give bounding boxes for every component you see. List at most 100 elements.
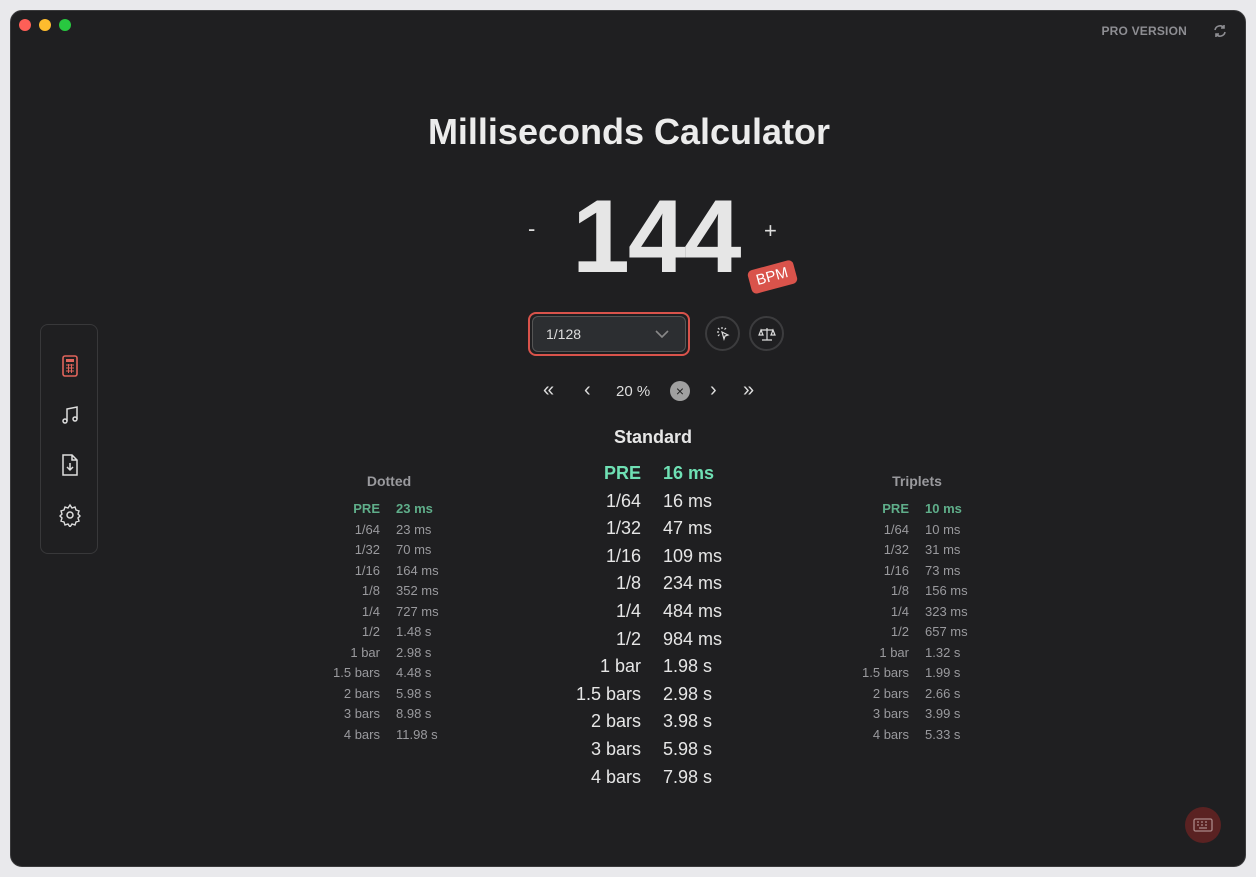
row-value: 234 ms xyxy=(663,573,723,594)
row-label: 1/16 xyxy=(354,562,380,578)
row-value: 484 ms xyxy=(663,601,723,621)
row-label: PRE xyxy=(882,501,909,516)
row-label: 1.5 bars xyxy=(575,683,641,704)
pro-version-link[interactable]: PRO VERSION xyxy=(1101,24,1187,38)
row-label: 4 bars xyxy=(872,726,909,742)
row-label: PRE xyxy=(353,501,380,516)
percent-value: 20 % xyxy=(616,383,651,400)
row-value: 8.98 s xyxy=(396,706,432,721)
row-value: 4.48 s xyxy=(396,665,432,680)
row-value: 10 ms xyxy=(925,521,961,537)
row-value: 47 ms xyxy=(663,518,713,539)
bpm-badge: BPM xyxy=(746,259,798,295)
row-value: 657 ms xyxy=(925,624,968,639)
keyboard-shortcuts-button[interactable] xyxy=(1185,807,1221,843)
row-value: 2.98 s xyxy=(663,683,713,704)
row-label: 1/4 xyxy=(890,603,909,619)
row-value: 984 ms xyxy=(663,628,723,649)
row-label: 1/16 xyxy=(605,545,641,566)
next-button[interactable]: › xyxy=(710,379,717,401)
triplets-title: Triplets xyxy=(892,473,942,489)
row-label: 1/2 xyxy=(890,624,909,639)
page-title: Milliseconds Calculator xyxy=(427,111,831,152)
file-download-icon[interactable] xyxy=(58,453,82,477)
row-label: 1.5 bars xyxy=(862,665,909,680)
row-label: 1 bar xyxy=(599,656,641,677)
keyboard-icon xyxy=(1193,818,1213,832)
row-label: 2 bars xyxy=(872,685,909,701)
row-value: 2.98 s xyxy=(396,644,432,660)
row-value: 16 ms xyxy=(663,490,713,511)
row-label: 1/32 xyxy=(605,518,641,539)
row-label: 1/8 xyxy=(361,583,380,598)
row-label: 1/8 xyxy=(890,583,909,598)
row-value: 1.99 s xyxy=(925,665,961,680)
row-label: 1/4 xyxy=(361,603,380,619)
last-button[interactable]: » xyxy=(743,379,755,401)
row-value: 23 ms xyxy=(396,521,432,537)
dotted-title: Dotted xyxy=(366,473,412,489)
row-label: 3 bars xyxy=(343,706,380,721)
music-note-icon[interactable] xyxy=(58,403,82,427)
row-label: 1/2 xyxy=(361,624,380,639)
previous-button[interactable]: ‹ xyxy=(584,379,591,401)
row-value: 156 ms xyxy=(925,583,968,598)
row-value: 3.99 s xyxy=(925,706,961,721)
decrease-bpm-button[interactable]: - xyxy=(528,216,536,241)
tap-tempo-button[interactable] xyxy=(705,316,740,351)
row-label: 4 bars xyxy=(343,726,380,742)
gear-icon[interactable] xyxy=(58,503,82,527)
row-label: 1/8 xyxy=(615,573,641,594)
row-label: 1/64 xyxy=(354,521,380,537)
row-value: 7.98 s xyxy=(663,766,713,787)
row-label: 1/16 xyxy=(883,562,909,578)
row-value: 1.48 s xyxy=(396,624,432,639)
minimize-window-button[interactable] xyxy=(39,19,51,31)
row-value: 23 ms xyxy=(396,501,433,516)
row-value: 70 ms xyxy=(396,542,432,557)
row-value: 11.98 s xyxy=(396,726,438,742)
increase-bpm-button[interactable]: + xyxy=(764,218,777,243)
row-value: 323 ms xyxy=(925,603,968,619)
row-label: 1/32 xyxy=(883,542,909,557)
clear-percent-button[interactable]: × xyxy=(670,381,690,401)
row-label: 1.5 bars xyxy=(333,665,380,680)
sidebar xyxy=(40,324,98,554)
row-value: 727 ms xyxy=(396,603,439,619)
row-value: 73 ms xyxy=(925,562,961,578)
row-label: 4 bars xyxy=(590,766,641,787)
bpm-value[interactable]: 144 xyxy=(572,179,742,295)
row-label: 1/4 xyxy=(615,601,641,621)
row-value: 352 ms xyxy=(396,583,439,598)
row-label: 3 bars xyxy=(872,706,909,721)
calculator-icon[interactable] xyxy=(58,354,82,378)
row-value: 5.98 s xyxy=(663,739,713,759)
row-label: 1/64 xyxy=(605,490,641,511)
close-window-button[interactable] xyxy=(19,19,31,31)
first-button[interactable]: « xyxy=(543,379,555,401)
row-value: 1.32 s xyxy=(925,644,961,660)
row-label: PRE xyxy=(603,463,641,483)
balance-button[interactable] xyxy=(749,316,784,351)
row-value: 10 ms xyxy=(925,501,962,516)
dropdown-selected-value: 1/128 xyxy=(546,326,582,342)
row-label: 1/2 xyxy=(615,628,641,649)
app-window: PRO VERSION Milliseconds Calculator - 14… xyxy=(10,10,1246,867)
row-value: 3.98 s xyxy=(663,711,713,732)
row-label: 1/32 xyxy=(354,542,380,557)
note-value-dropdown[interactable]: 1/128 xyxy=(528,312,690,356)
row-label: 2 bars xyxy=(590,711,641,732)
row-label: 1 bar xyxy=(350,644,380,660)
row-label: 3 bars xyxy=(590,739,641,759)
row-value: 109 ms xyxy=(663,545,723,566)
scale-icon xyxy=(757,327,776,341)
chevron-down-icon xyxy=(655,330,669,338)
refresh-icon[interactable] xyxy=(1213,24,1227,38)
row-label: 1/64 xyxy=(883,521,909,537)
row-value: 5.98 s xyxy=(396,685,432,701)
row-value: 164 ms xyxy=(396,562,439,578)
zoom-window-button[interactable] xyxy=(59,19,71,31)
row-label: 2 bars xyxy=(343,685,380,701)
row-value: 16 ms xyxy=(663,463,715,483)
cursor-click-icon xyxy=(716,326,730,341)
